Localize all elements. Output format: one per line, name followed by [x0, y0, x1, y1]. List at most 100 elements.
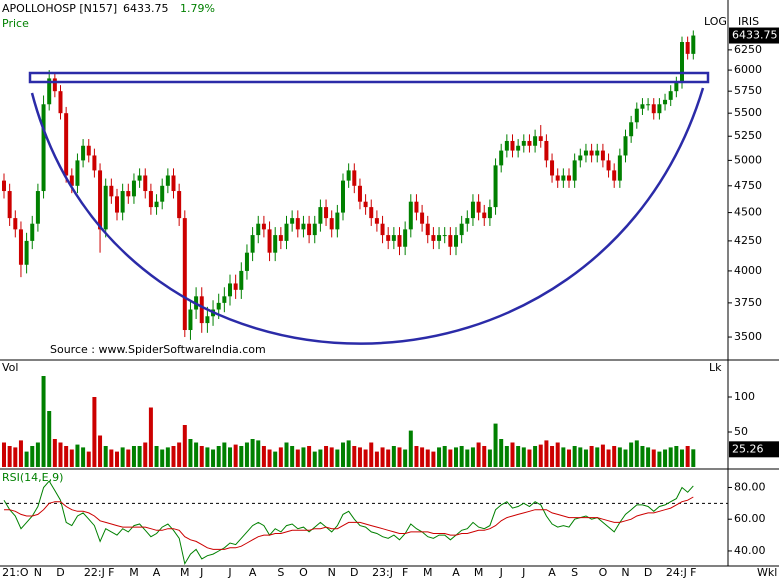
volume-bar	[182, 425, 187, 467]
volume-bar	[261, 446, 266, 467]
candle-body	[284, 223, 289, 241]
value-box	[729, 27, 779, 44]
x-tick-label: M	[129, 566, 139, 579]
volume-bar	[442, 446, 447, 467]
plot: 3500 3750 4000 4250 4500 4750 5000 5250 5500 5750…	[0, 30, 766, 579]
candle-body	[504, 140, 509, 151]
candle-body	[510, 140, 515, 151]
y-tick-label: 4250	[734, 234, 762, 247]
volume-bar	[165, 447, 170, 467]
volume-bar	[663, 449, 668, 467]
candle-body	[346, 170, 351, 181]
volume-bar	[617, 447, 622, 467]
volume-bar	[267, 449, 272, 467]
candle-body	[13, 218, 18, 230]
volume-bar	[499, 439, 504, 467]
candle-body	[290, 218, 295, 224]
candle-body	[499, 150, 504, 166]
candle-body	[341, 180, 345, 213]
volume-bar	[30, 446, 35, 467]
candle-body	[64, 113, 69, 176]
source-label: IRIS	[738, 15, 759, 28]
volume-bar	[312, 451, 317, 467]
candle-body	[363, 201, 368, 208]
candle-body	[414, 201, 419, 213]
volume-bar	[431, 451, 436, 467]
volume-bar	[386, 449, 391, 467]
volume-bar	[143, 442, 148, 467]
candle-body	[470, 201, 475, 219]
candle-body	[420, 212, 425, 224]
candle-body	[617, 155, 622, 181]
x-tick-label: A	[249, 566, 257, 579]
volume-bar	[81, 447, 86, 467]
candle-body	[335, 212, 340, 230]
scale-label: LOG	[704, 15, 727, 28]
candle-body	[544, 140, 549, 161]
candle-body	[244, 252, 249, 271]
volume-bar	[465, 449, 470, 467]
candle-body	[595, 150, 600, 156]
candle-body	[578, 155, 583, 161]
panel-title: RSI(14,E,9)	[2, 471, 63, 484]
y-tick-label: 60.00	[734, 512, 766, 525]
y-tick-label: 80.00	[734, 480, 766, 493]
candle-body	[154, 201, 159, 208]
x-tick-label: J	[199, 566, 203, 579]
candle-body	[103, 185, 108, 230]
x-tick-label: N	[621, 566, 629, 579]
x-tick-label: F	[690, 566, 696, 579]
candle-body	[567, 175, 571, 181]
volume-bar	[606, 449, 611, 467]
volume-bar	[538, 444, 543, 467]
panel-title: Price	[2, 17, 29, 30]
volume-bar	[437, 447, 442, 467]
volume-bar	[380, 447, 385, 467]
last-price: 6433.75	[123, 2, 169, 15]
candle-body	[431, 235, 436, 241]
candle-body	[109, 185, 114, 197]
candle-body	[408, 201, 413, 230]
volume-bar	[278, 447, 283, 467]
x-tick-label: J	[499, 566, 503, 579]
volume-bar	[561, 447, 566, 467]
volume-bar	[572, 446, 577, 467]
candle-body	[454, 235, 458, 247]
y-tick-label: 5250	[734, 129, 762, 142]
candle-body	[329, 218, 334, 230]
candle-body	[35, 191, 40, 224]
candle-body	[397, 235, 402, 247]
volume-bar	[329, 447, 334, 467]
candle-body	[307, 223, 312, 236]
candle-body	[137, 175, 142, 181]
y-tick-label: 4750	[734, 179, 762, 192]
candle-body	[86, 145, 91, 156]
candle-body	[182, 218, 187, 331]
x-tick-label: 21:O	[2, 566, 29, 579]
volume-bar	[211, 449, 216, 467]
candle-body	[75, 160, 80, 186]
volume-bar	[216, 446, 221, 467]
candle-body	[120, 191, 125, 213]
candle-body	[357, 185, 362, 202]
candle-body	[493, 165, 498, 208]
x-tick-label: J	[521, 566, 525, 579]
candle-body	[160, 185, 165, 202]
volume-bar	[205, 447, 210, 467]
candle-body	[98, 170, 103, 230]
volume-bar	[408, 430, 413, 467]
x-tick-label: D	[350, 566, 358, 579]
x-tick-label: 23:J	[372, 566, 393, 579]
x-tick-label: 22:J	[84, 566, 105, 579]
candle-body	[41, 104, 46, 192]
candle-body	[465, 218, 470, 224]
panel-title: Vol	[2, 361, 18, 374]
resistance-box	[28, 71, 710, 84]
volume-bar	[41, 376, 46, 467]
candle-body	[222, 296, 227, 303]
volume-bar	[595, 447, 600, 467]
candle-body	[663, 99, 668, 105]
volume-bar	[13, 447, 18, 467]
candle-body	[52, 78, 57, 92]
